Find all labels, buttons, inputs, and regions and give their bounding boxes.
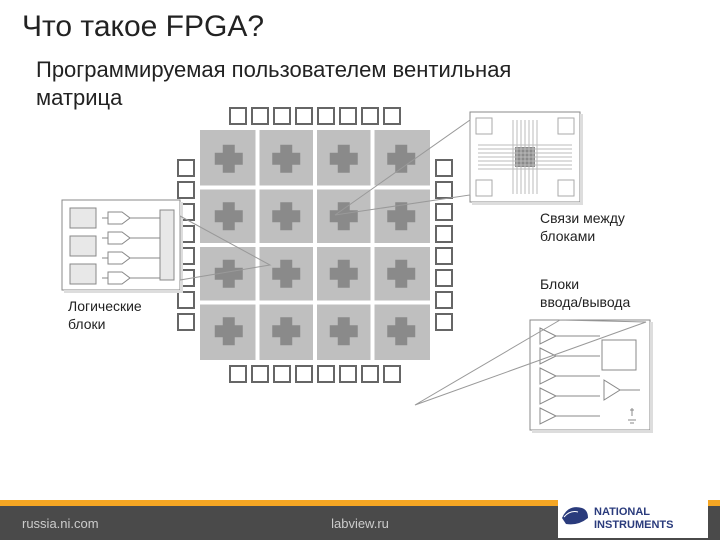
svg-text:INSTRUMENTS: INSTRUMENTS — [594, 519, 673, 531]
label-io-blocks: Блокиввода/вывода — [540, 276, 630, 311]
footer-url-left: russia.ni.com — [22, 516, 99, 531]
svg-text:NATIONAL: NATIONAL — [594, 506, 650, 518]
label-interconnects: Связи междублоками — [540, 210, 625, 245]
fpga-chip-diagram — [0, 0, 720, 500]
label-logic-blocks: Логическиеблоки — [68, 298, 142, 333]
footer-url-center: labview.ru — [331, 516, 389, 531]
ni-logo: NATIONAL INSTRUMENTS — [558, 498, 708, 538]
